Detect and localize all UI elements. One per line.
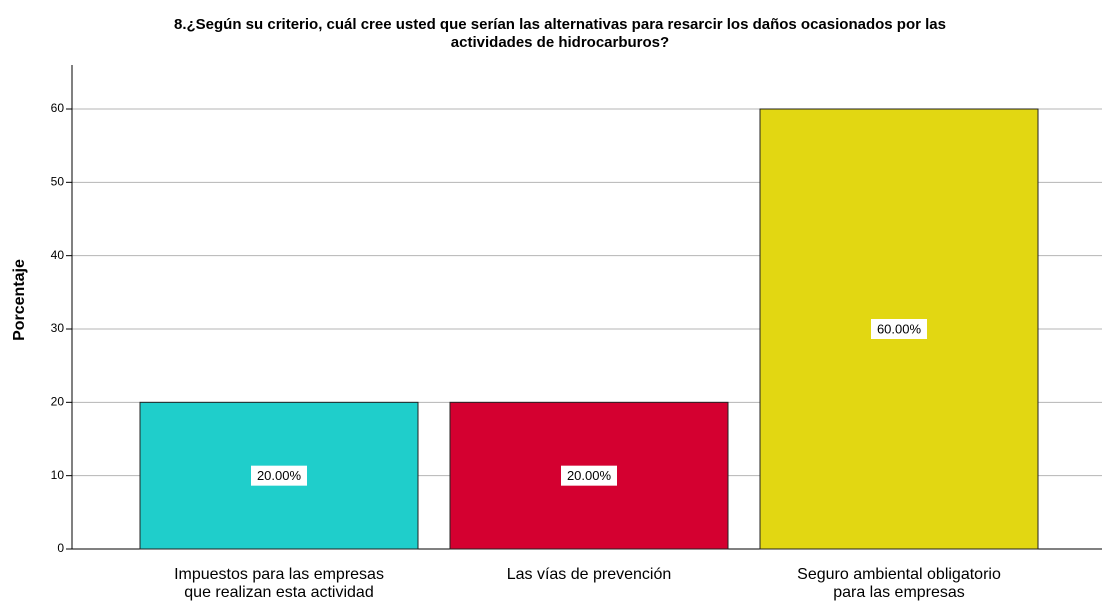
x-tick-label: que realizan esta actividad	[184, 584, 373, 601]
y-tick-label: 50	[51, 175, 65, 189]
x-tick-label: para las empresas	[833, 584, 965, 601]
value-label: 60.00%	[877, 321, 922, 336]
x-tick-label: Las vías de prevención	[507, 566, 672, 583]
value-label-box	[871, 319, 927, 339]
chart-title: actividades de hidrocarburos?	[451, 34, 669, 51]
value-label-box	[251, 465, 307, 486]
y-tick-label: 10	[51, 468, 65, 482]
y-axis-label: Porcentaje	[11, 259, 28, 341]
value-label-box	[561, 465, 617, 486]
value-label: 20.00%	[257, 468, 302, 483]
y-tick-label: 30	[51, 321, 65, 335]
x-tick-label: Impuestos para las empresas	[174, 566, 384, 583]
value-label: 20.00%	[567, 468, 612, 483]
x-tick-label: Seguro ambiental obligatorio	[797, 566, 1001, 583]
chart-title: 8.¿Según su criterio, cuál cree usted qu…	[174, 16, 946, 33]
y-tick-label: 0	[57, 541, 64, 555]
y-tick-label: 60	[51, 101, 65, 115]
y-tick-label: 40	[51, 248, 65, 262]
y-tick-label: 20	[51, 395, 65, 409]
